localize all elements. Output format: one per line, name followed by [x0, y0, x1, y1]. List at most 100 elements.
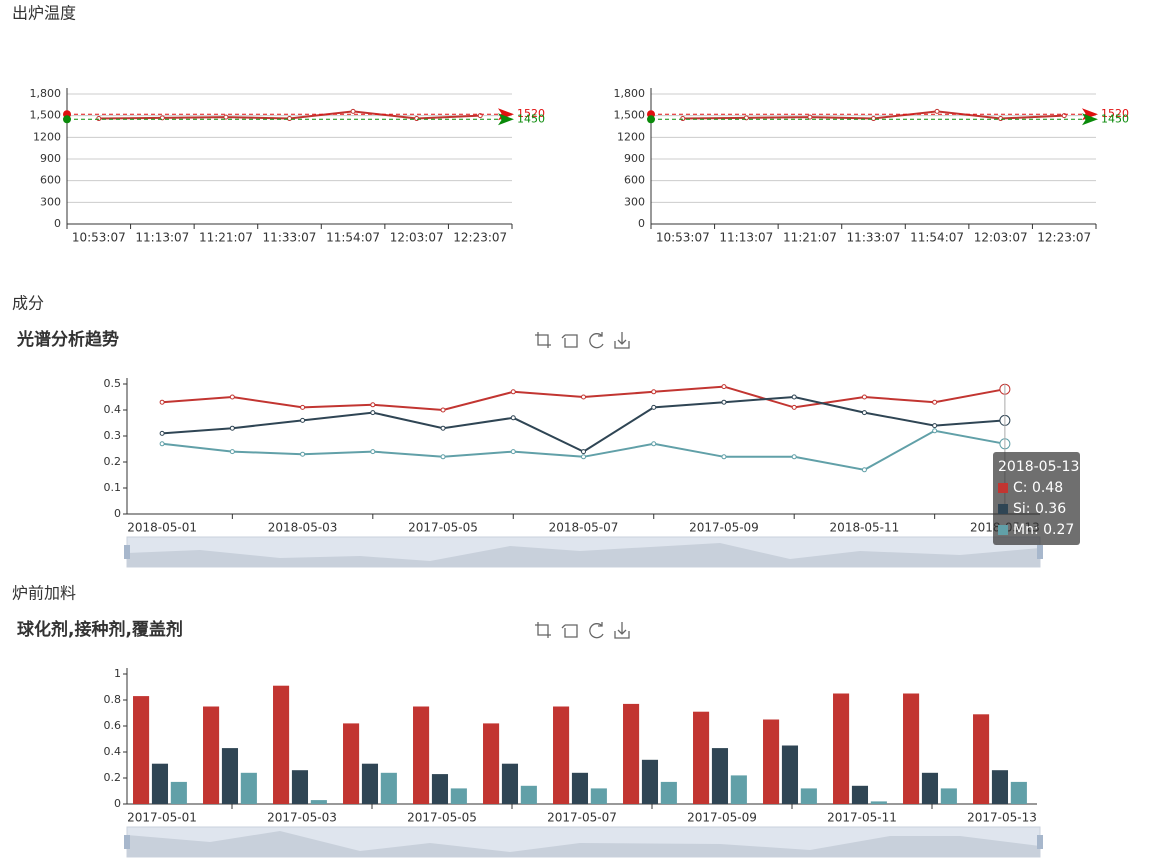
data-point: [932, 399, 938, 405]
y-tick-label: 300: [40, 195, 61, 208]
data-point: [721, 454, 727, 460]
section-heading: 炉前加料: [12, 584, 76, 603]
x-tick-label: 11:54:07: [910, 231, 964, 245]
slider-handle[interactable]: [124, 545, 130, 559]
bar: [310, 800, 327, 804]
bar: [380, 772, 397, 804]
data-point: [932, 423, 938, 429]
bar: [553, 706, 570, 804]
bar: [413, 706, 430, 804]
save-icon[interactable]: [614, 332, 630, 349]
bar: [781, 745, 799, 804]
bar: [973, 714, 990, 804]
bar: [851, 785, 869, 804]
slider-shadow: [127, 831, 1040, 857]
tooltip-value: 0.36: [1035, 501, 1066, 517]
bar: [1010, 781, 1027, 804]
bar: [240, 772, 257, 804]
bar: [660, 781, 677, 804]
tooltip-item: Mn: 0.27: [1013, 522, 1074, 538]
x-tick-label: 2017-05-11: [827, 811, 897, 825]
bar: [291, 770, 309, 804]
bar: [133, 696, 150, 804]
zoom-reset-icon[interactable]: [561, 334, 578, 348]
bar: [450, 788, 467, 804]
data-point: [871, 116, 876, 122]
slider-handle[interactable]: [124, 835, 130, 849]
mark-line-label: 1450: [517, 112, 545, 125]
zoom-icon[interactable]: [535, 332, 551, 348]
bar: [483, 723, 500, 804]
tooltip-box: [993, 452, 1080, 545]
mark-line-arrow: [498, 113, 514, 126]
x-tick-label: 2017-05-03: [267, 811, 337, 825]
save-icon[interactable]: [614, 622, 630, 639]
y-tick-label: 600: [624, 174, 645, 187]
bar: [730, 775, 747, 804]
data-point: [932, 428, 938, 434]
data-point: [510, 389, 516, 395]
x-tick-label: 12:03:07: [974, 231, 1028, 245]
data-zoom-slider[interactable]: [124, 536, 1043, 568]
x-tick-label: 12:23:07: [453, 231, 507, 245]
y-tick-label: 1,500: [614, 109, 646, 122]
x-tick-label: 2018-05-07: [549, 521, 619, 535]
tooltip-swatch: [998, 483, 1008, 493]
y-tick-label: 0: [114, 797, 121, 810]
y-tick-label: 0.2: [104, 771, 122, 784]
bar: [693, 711, 710, 804]
tooltip-item: C: 0.48: [1013, 480, 1063, 496]
data-point: [581, 394, 586, 400]
chart-title: 球化剂,接种剂,覆盖剂: [17, 619, 183, 640]
bar: [203, 706, 220, 804]
tooltip-value: 0.48: [1032, 480, 1063, 496]
data-point: [510, 415, 516, 421]
tooltip-swatch: [998, 525, 1008, 535]
slider-handle[interactable]: [1037, 835, 1043, 849]
y-tick-label: 0.1: [104, 481, 122, 494]
restore-icon[interactable]: [589, 622, 604, 639]
data-point: [651, 441, 657, 447]
y-tick-label: 0.5: [104, 377, 122, 390]
x-tick-label: 2017-05-13: [967, 811, 1037, 825]
x-tick-label: 2017-05-07: [547, 811, 617, 825]
tooltip-swatch: [998, 504, 1008, 514]
data-point: [807, 114, 813, 120]
x-tick-label: 11:21:07: [199, 231, 253, 245]
y-tick-label: 0: [114, 507, 121, 520]
data-point: [440, 454, 446, 460]
y-tick-label: 1200: [617, 130, 645, 143]
data-point: [229, 449, 235, 455]
bar: [623, 703, 640, 804]
bar: [343, 723, 360, 804]
bar: [940, 788, 957, 804]
data-point: [159, 399, 165, 405]
zoom-icon[interactable]: [535, 622, 551, 638]
x-tick-label: 2017-05-01: [127, 811, 197, 825]
toolbox[interactable]: [535, 332, 630, 349]
data-zoom-slider[interactable]: [124, 826, 1043, 858]
slider-handle[interactable]: [1037, 545, 1043, 559]
data-point: [300, 404, 306, 410]
x-tick-label: 12:03:07: [390, 231, 444, 245]
data-point: [414, 116, 420, 122]
restore-icon[interactable]: [589, 332, 604, 349]
bar: [170, 781, 187, 804]
x-tick-label: 2018-05-11: [830, 521, 900, 535]
data-point: [581, 449, 586, 455]
x-tick-label: 2017-05-09: [689, 521, 759, 535]
toolbox[interactable]: [535, 622, 630, 639]
data-point: [229, 425, 235, 431]
data-point: [651, 389, 657, 395]
data-point: [791, 394, 797, 400]
data-point: [159, 441, 165, 447]
tooltip-separator: :: [1026, 501, 1035, 517]
x-tick-label: 2017-05-09: [687, 811, 757, 825]
bar: [571, 772, 589, 804]
data-point: [96, 116, 102, 122]
y-tick-label: 300: [624, 195, 645, 208]
zoom-reset-icon[interactable]: [561, 624, 578, 638]
y-tick-label: 1: [114, 667, 121, 680]
